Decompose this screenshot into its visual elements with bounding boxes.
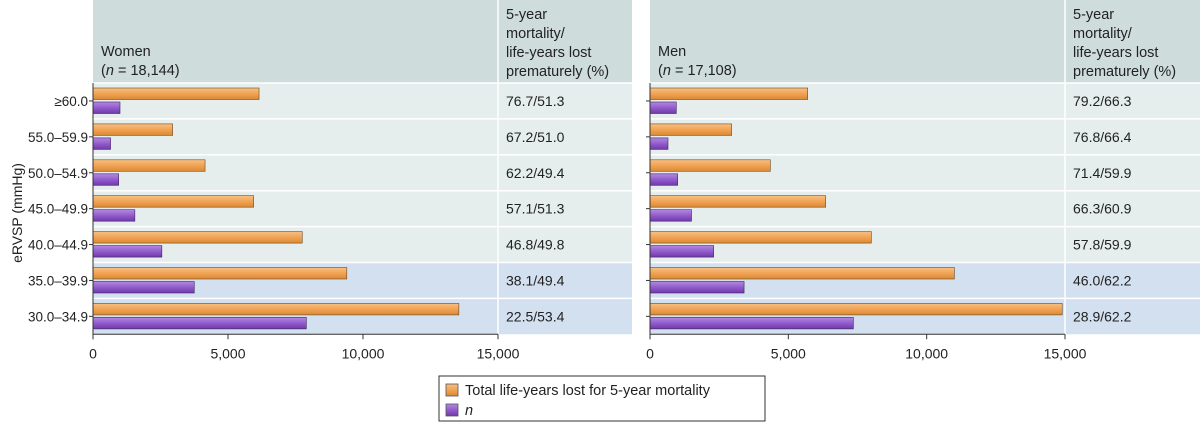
y-axis-label: eRVSP (mmHg)	[9, 163, 25, 263]
category-label: 30.0–34.9	[28, 309, 88, 324]
mortality-header-bg	[498, 0, 632, 83]
bar-n	[92, 101, 121, 114]
mortality-value: 62.2/49.4	[506, 165, 565, 181]
x-tick-label: 5,000	[771, 345, 806, 361]
mortality-value: 22.5/53.4	[506, 308, 565, 324]
category-label: 50.0–54.9	[28, 166, 88, 181]
mortality-value: 28.9/62.2	[1073, 308, 1132, 324]
mortality-value: 38.1/49.4	[506, 272, 565, 288]
mortality-header-line: mortality/	[506, 26, 566, 42]
x-tick-label: 10,000	[905, 345, 948, 361]
bar-total	[649, 159, 771, 172]
bar-total	[649, 303, 1063, 316]
x-tick-label: 15,000	[1044, 345, 1087, 361]
bar-total	[649, 195, 826, 208]
legend-label-total: Total life-years lost for 5-year mortali…	[465, 383, 711, 399]
bar-n	[92, 317, 307, 330]
mortality-header-line: prematurely (%)	[1073, 64, 1176, 80]
panel-title: Men	[658, 44, 686, 60]
bar-total	[649, 231, 872, 244]
bar-n	[92, 245, 163, 258]
bar-total	[92, 267, 348, 280]
bar-total	[92, 231, 303, 244]
panel-women: Women (n = 18,144) 5-year mortality/life-ye…	[28, 0, 632, 361]
x-tick-label: 0	[89, 345, 97, 361]
legend-swatch-total	[445, 383, 459, 397]
bar-n	[92, 137, 111, 150]
bar-n	[649, 281, 745, 294]
bar-n	[649, 173, 678, 186]
mortality-value: 76.7/51.3	[506, 93, 565, 109]
bar-n	[649, 209, 692, 222]
category-label: 45.0–49.9	[28, 202, 88, 217]
panel-n: (n = 17,108)	[658, 63, 737, 79]
panel-men: Men (n = 17,108) 5-year mortality/life-year…	[646, 0, 1200, 361]
mortality-header-bg	[1065, 0, 1200, 83]
x-tick-label: 15,000	[477, 345, 520, 361]
mortality-value: 66.3/60.9	[1073, 201, 1132, 217]
bar-total	[649, 123, 732, 136]
bar-total	[92, 159, 206, 172]
bar-n	[649, 137, 669, 150]
mortality-value: 67.2/51.0	[506, 129, 565, 145]
row-bg	[650, 118, 1200, 155]
category-label: 55.0–59.9	[28, 130, 88, 145]
mortality-header-line: 5-year	[506, 7, 547, 23]
x-tick-label: 5,000	[210, 345, 245, 361]
panel-n: (n = 18,144)	[101, 63, 180, 79]
row-bg	[93, 118, 632, 155]
mortality-value: 76.8/66.4	[1073, 129, 1132, 145]
legend-box	[438, 375, 766, 422]
mortality-header-line: mortality/	[1073, 26, 1133, 42]
mortality-value: 46.0/62.2	[1073, 272, 1132, 288]
mortality-value: 57.1/51.3	[506, 201, 565, 217]
legend-label-n: n	[465, 403, 473, 419]
x-tick-label: 0	[646, 345, 654, 361]
bar-n	[649, 101, 677, 114]
legend-swatch-n	[445, 403, 459, 417]
mortality-value: 71.4/59.9	[1073, 165, 1132, 181]
panel-header-bg	[93, 0, 498, 83]
category-label: 35.0–39.9	[28, 273, 88, 288]
bar-total	[649, 87, 808, 100]
mortality-header-line: life-years lost	[506, 45, 591, 61]
bar-n	[92, 281, 195, 294]
legend: Total life-years lost for 5-year mortali…	[438, 375, 766, 422]
mortality-header-line: life-years lost	[1073, 45, 1158, 61]
bar-total	[92, 303, 460, 316]
panel-header-bg	[650, 0, 1065, 83]
mortality-value: 57.8/59.9	[1073, 237, 1132, 253]
bar-n	[649, 245, 714, 258]
category-label: ≥60.0	[54, 94, 88, 109]
mortality-header-line: prematurely (%)	[506, 64, 609, 80]
bar-n	[92, 173, 119, 186]
mortality-value: 79.2/66.3	[1073, 93, 1132, 109]
bar-total	[92, 123, 173, 136]
bar-total	[649, 267, 955, 280]
bar-total	[92, 87, 260, 100]
bar-n	[92, 209, 136, 222]
mortality-value: 46.8/49.8	[506, 237, 565, 253]
bar-n	[649, 317, 854, 330]
x-tick-label: 10,000	[342, 345, 385, 361]
mortality-header-line: 5-year	[1073, 7, 1114, 23]
panel-title: Women	[101, 44, 151, 60]
category-label: 40.0–44.9	[28, 238, 88, 253]
bar-total	[92, 195, 254, 208]
